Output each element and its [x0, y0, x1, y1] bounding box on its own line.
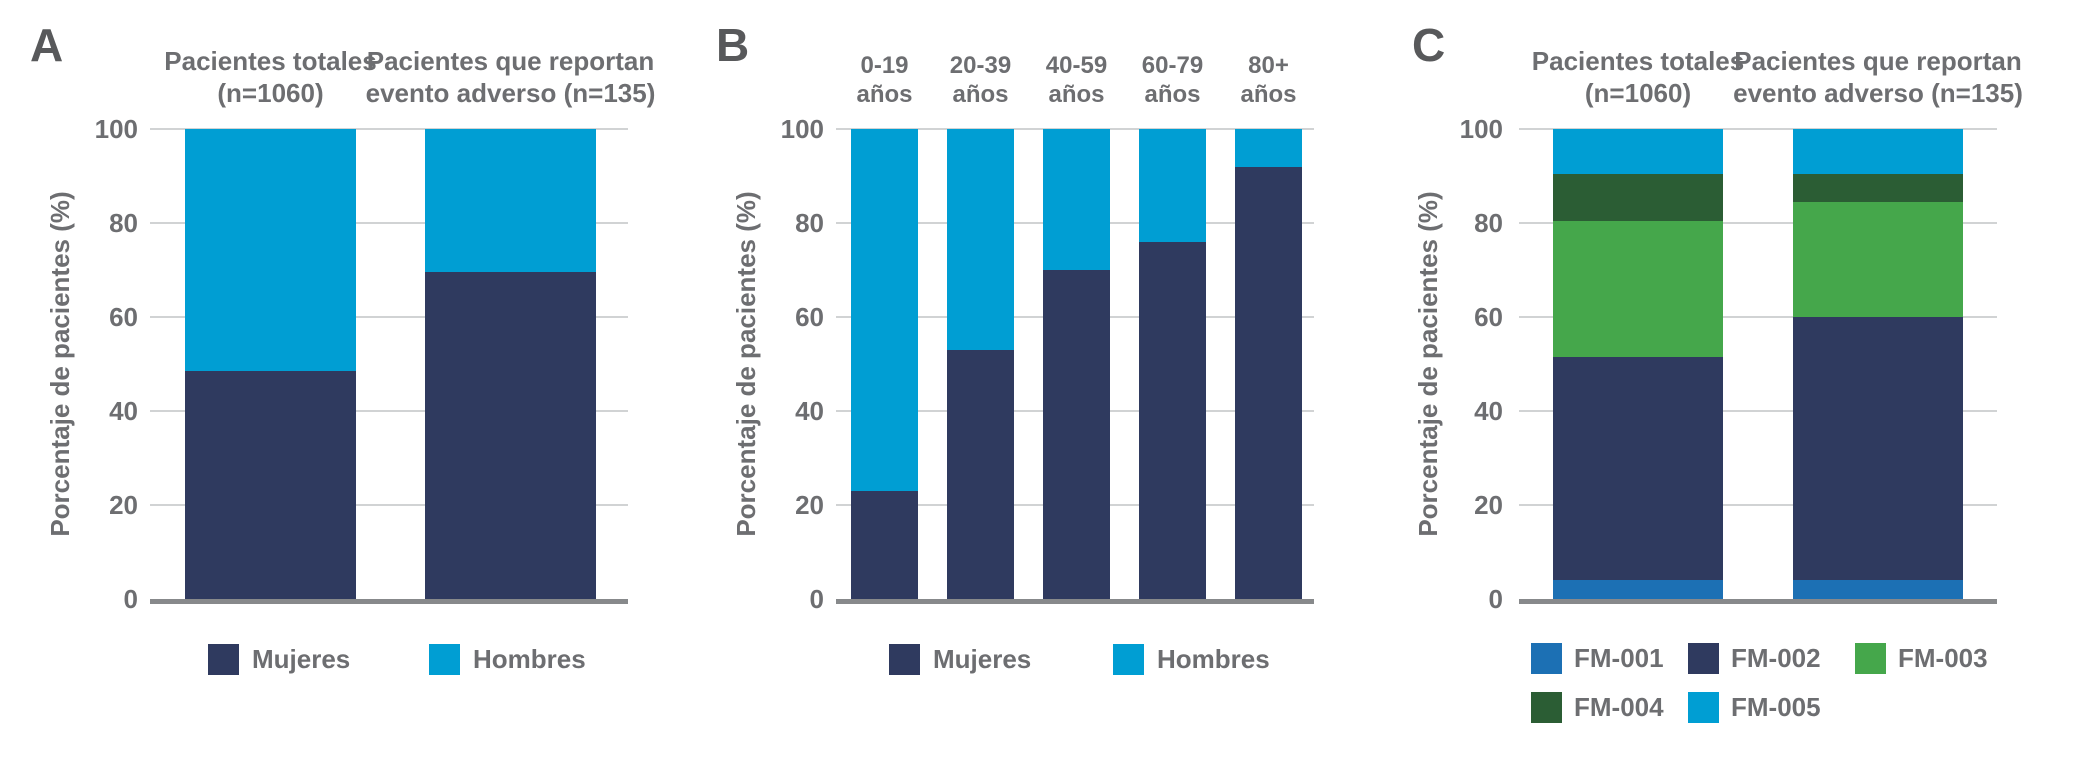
panel-letter-a: A [30, 19, 64, 71]
legend-swatch-fm-004 [1531, 692, 1562, 723]
legend-swatch-fm-005 [1688, 692, 1719, 723]
y-axis-title: Porcentaje de pacientes (%) [1413, 191, 1443, 537]
age-group-label: años [856, 81, 913, 108]
legend-label: FM-005 [1731, 692, 1821, 722]
bar-segment-fm-004 [1793, 173, 1963, 202]
legend-label: Mujeres [252, 644, 351, 674]
age-group-label: años [1240, 81, 1297, 108]
legend-label: FM-002 [1731, 643, 1821, 673]
y-tick-label: 100 [94, 114, 138, 144]
y-tick-label: 40 [109, 396, 138, 426]
bar-segment-mujeres [1139, 241, 1206, 599]
bar-segment-mujeres [947, 349, 1014, 599]
legend-swatch-fm-002 [1688, 643, 1719, 674]
y-tick-label: 40 [795, 396, 824, 426]
gridline [1519, 410, 1997, 412]
y-tick-label: 60 [109, 302, 138, 332]
legend-swatch-hombres [429, 644, 460, 675]
gridline [150, 128, 628, 130]
bar-segment-hombres [851, 129, 918, 491]
y-tick-label: 80 [109, 208, 138, 238]
bar-segment-fm-001 [1553, 580, 1723, 599]
bar-segment-hombres [947, 129, 1014, 350]
column-title: Pacientes que reportan [1734, 46, 2022, 76]
y-tick-label: 40 [1474, 396, 1503, 426]
legend-swatch-mujeres [208, 644, 239, 675]
bar-segment-fm-002 [1793, 317, 1963, 581]
bar-segment-fm-005 [1793, 129, 1963, 174]
bar-segment-fm-002 [1553, 356, 1723, 581]
y-tick-label: 60 [795, 302, 824, 332]
legend-label: Hombres [1157, 644, 1270, 674]
gridline [150, 316, 628, 318]
x-axis-line [1519, 599, 1997, 604]
bar-segment-fm-003 [1553, 220, 1723, 357]
bar-segment-mujeres [1043, 270, 1110, 599]
y-tick-label: 0 [123, 584, 138, 614]
panel-letter-c: C [1412, 19, 1446, 71]
y-tick-label: 20 [795, 490, 824, 520]
age-group-label: 40-59 [1045, 52, 1108, 79]
bar-segment-mujeres [185, 371, 356, 599]
legend-label: FM-004 [1574, 692, 1664, 722]
bar-segment-mujeres [1235, 166, 1302, 599]
y-tick-label: 20 [1474, 490, 1503, 520]
column-title: (n=1060) [1584, 78, 1692, 108]
age-group-label: años [1048, 81, 1105, 108]
bar-segment-fm-001 [1793, 580, 1963, 599]
gridline [150, 410, 628, 412]
y-tick-label: 0 [1488, 584, 1503, 614]
x-axis-line [836, 599, 1314, 604]
x-axis-line [150, 599, 628, 604]
legend-label: FM-003 [1898, 643, 1988, 673]
y-tick-label: 100 [1459, 114, 1503, 144]
bar-segment-hombres [1235, 129, 1302, 167]
age-group-label: 20-39 [949, 52, 1012, 79]
legend-label: Mujeres [933, 644, 1032, 674]
y-axis-title: Porcentaje de pacientes (%) [731, 191, 761, 537]
bar-segment-fm-003 [1793, 201, 1963, 317]
column-title: evento adverso (n=135) [1733, 78, 2023, 108]
bar-segment-mujeres [425, 272, 596, 599]
y-axis-title: Porcentaje de pacientes (%) [45, 191, 75, 537]
legend-label: FM-001 [1574, 643, 1664, 673]
bar-segment-hombres [425, 129, 596, 273]
bar-segment-hombres [185, 129, 356, 372]
age-group-label: 80+ [1248, 52, 1289, 79]
column-title: Pacientes que reportan [366, 46, 655, 76]
gridline [150, 222, 628, 224]
gridline [1519, 316, 1997, 318]
legend-swatch-mujeres [889, 644, 920, 675]
age-group-label: 60-79 [1141, 52, 1204, 79]
y-tick-label: 80 [1474, 208, 1503, 238]
age-group-label: años [1144, 81, 1201, 108]
column-title: Pacientes totales [1531, 46, 1745, 76]
y-tick-label: 20 [109, 490, 138, 520]
gridline [1519, 128, 1997, 130]
y-tick-label: 100 [780, 114, 824, 144]
legend-swatch-fm-003 [1855, 643, 1886, 674]
legend-swatch-hombres [1113, 644, 1144, 675]
y-tick-label: 0 [809, 584, 824, 614]
legend-label: Hombres [473, 644, 586, 674]
gridline [1519, 222, 1997, 224]
gridline [150, 504, 628, 506]
y-tick-label: 80 [795, 208, 824, 238]
bar-segment-hombres [1139, 129, 1206, 242]
y-tick-label: 60 [1474, 302, 1503, 332]
age-group-label: años [952, 81, 1009, 108]
column-title: evento adverso (n=135) [365, 78, 656, 108]
column-title: Pacientes totales [164, 46, 377, 76]
age-group-label: 0-19 [860, 52, 909, 79]
gridline [1519, 504, 1997, 506]
bar-segment-fm-005 [1553, 129, 1723, 174]
bar-segment-hombres [1043, 129, 1110, 270]
bar-segment-fm-004 [1553, 173, 1723, 221]
bar-segment-mujeres [851, 490, 918, 599]
column-title: (n=1060) [217, 78, 324, 108]
panel-letter-b: B [716, 19, 750, 71]
legend-swatch-fm-001 [1531, 643, 1562, 674]
